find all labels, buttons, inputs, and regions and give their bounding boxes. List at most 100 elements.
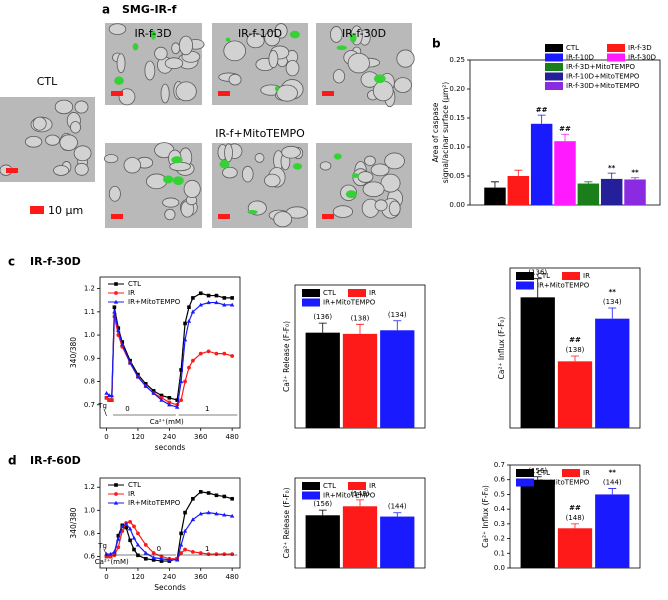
y-axis-label: Ca²⁺ Influx (F-F₀) — [497, 317, 506, 380]
panel-title: SMG-IR-f — [122, 3, 177, 16]
marker — [136, 531, 140, 536]
x-tick-label: 360 — [194, 433, 207, 441]
marker — [187, 305, 191, 309]
marker — [183, 379, 187, 384]
marker — [179, 531, 183, 536]
legend-swatch — [545, 82, 563, 90]
marker — [214, 552, 219, 557]
cell — [222, 166, 238, 179]
panel-label: d — [8, 454, 17, 468]
cell — [281, 145, 301, 159]
x-tick-label: 360 — [194, 573, 207, 581]
bar — [507, 176, 530, 205]
marker — [143, 382, 148, 386]
n-label: (138) — [566, 346, 585, 354]
legend-swatch — [545, 63, 563, 71]
legend-label: IR+MitoTEMPO — [323, 492, 376, 500]
marker — [109, 398, 114, 403]
cell — [273, 211, 293, 228]
marker — [222, 302, 227, 307]
annotation-arrow — [104, 409, 107, 417]
marker — [151, 389, 156, 393]
scale-bar — [111, 214, 123, 219]
legend-marker — [113, 500, 119, 505]
n-label: (144) — [388, 503, 407, 511]
scale-bar — [322, 214, 334, 219]
caspase-signal — [345, 190, 357, 199]
annotation: Tg — [97, 402, 107, 410]
marker — [229, 302, 235, 307]
cell — [362, 181, 385, 198]
caspase-signal — [374, 74, 386, 84]
annotation: 1 — [205, 405, 209, 413]
legend-label: CTL — [323, 289, 336, 297]
marker — [182, 337, 188, 342]
n-label: (136) — [528, 269, 547, 277]
cell — [246, 33, 265, 49]
cell — [268, 50, 279, 69]
line — [106, 491, 233, 562]
error-bar — [318, 322, 327, 333]
cell — [108, 23, 127, 35]
cell — [330, 26, 343, 43]
panel-title: IR-f-30D — [30, 255, 81, 268]
y-tick-label: 0.15 — [449, 114, 465, 122]
n-label: (148) — [566, 514, 585, 522]
legend-label: CTL — [537, 272, 550, 280]
legend-swatch — [562, 272, 580, 280]
y-tick-label: 0.8 — [84, 378, 95, 386]
marker — [159, 556, 164, 561]
caspase-signal — [171, 156, 183, 164]
significance: ** — [608, 164, 616, 172]
marker — [206, 349, 211, 354]
legend-label: IR+MitoTEMPO — [537, 479, 590, 487]
marker — [190, 549, 195, 554]
marker — [128, 538, 132, 543]
n-label: (156) — [528, 467, 547, 475]
scale-bar — [6, 168, 18, 173]
marker — [206, 293, 211, 298]
cell — [374, 199, 388, 212]
legend-label: IR — [369, 482, 376, 490]
image-label: IR-f+MitoTEMPO — [215, 127, 305, 140]
image-label: IR-f-30D — [342, 27, 386, 40]
cell — [175, 81, 197, 102]
legend-marker — [114, 483, 118, 487]
legend-label: IR-f-30D — [628, 54, 656, 62]
y-axis-label: Ca²⁺ Release (F-F₀) — [282, 321, 291, 392]
y-axis-label: 340/380 — [69, 337, 78, 368]
cell — [53, 165, 70, 176]
cell — [103, 154, 119, 164]
y-axis-label: 340/380 — [69, 507, 78, 538]
caspase-signal — [289, 30, 300, 39]
x-tick-label: 120 — [131, 573, 144, 581]
legend-swatch — [545, 44, 563, 52]
annotation-arrow — [104, 549, 107, 557]
marker — [183, 510, 187, 515]
cell — [144, 60, 156, 81]
error-bar — [393, 320, 402, 331]
marker — [198, 302, 203, 307]
cell — [276, 84, 298, 102]
marker — [178, 379, 184, 384]
marker — [112, 305, 117, 309]
marker — [104, 551, 109, 556]
significance: ## — [536, 106, 548, 114]
error-bar — [490, 181, 499, 188]
legend-label: IR+MitoTEMPO — [128, 298, 181, 306]
y-tick-label: 0.2 — [494, 535, 505, 543]
legend-swatch — [545, 72, 563, 81]
caspase-signal — [150, 30, 156, 40]
cell — [332, 69, 346, 84]
marker — [214, 493, 219, 498]
scale-bar — [218, 91, 230, 96]
annotation: Ca²⁺(mM) — [150, 418, 184, 426]
legend-label: CTL — [128, 481, 141, 489]
y-axis-label: Ca²⁺ Release (F-F₀) — [282, 487, 291, 558]
legend-label: IR+MitoTEMPO — [128, 499, 181, 507]
marker — [198, 551, 203, 555]
legend-label: IR — [369, 289, 376, 297]
cell — [228, 73, 242, 86]
n-label: (134) — [603, 298, 622, 306]
